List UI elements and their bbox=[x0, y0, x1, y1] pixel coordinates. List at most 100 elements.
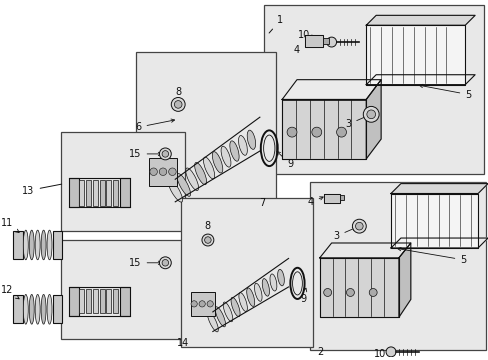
Bar bbox=[79, 289, 84, 313]
Circle shape bbox=[352, 219, 366, 233]
Ellipse shape bbox=[167, 179, 182, 202]
Text: 5: 5 bbox=[397, 247, 466, 265]
Bar bbox=[69, 287, 79, 316]
Ellipse shape bbox=[238, 135, 247, 155]
Ellipse shape bbox=[41, 294, 46, 324]
Text: 4: 4 bbox=[293, 44, 311, 55]
Bar bbox=[106, 289, 111, 313]
Polygon shape bbox=[319, 258, 398, 317]
Circle shape bbox=[336, 127, 346, 137]
Ellipse shape bbox=[231, 297, 240, 317]
Polygon shape bbox=[366, 25, 464, 85]
Text: 14: 14 bbox=[177, 338, 189, 348]
Text: 9: 9 bbox=[276, 152, 293, 169]
Bar bbox=[100, 180, 104, 206]
Polygon shape bbox=[282, 80, 380, 99]
Circle shape bbox=[191, 301, 197, 307]
Circle shape bbox=[366, 110, 375, 119]
Bar bbox=[190, 292, 214, 316]
Polygon shape bbox=[390, 184, 487, 194]
Polygon shape bbox=[398, 243, 410, 317]
Text: 4: 4 bbox=[307, 197, 323, 207]
Text: 15: 15 bbox=[129, 258, 162, 268]
Text: 10: 10 bbox=[373, 349, 385, 359]
Bar bbox=[309, 182, 485, 350]
Bar bbox=[52, 231, 62, 259]
Ellipse shape bbox=[41, 230, 46, 260]
Bar bbox=[181, 198, 312, 347]
Circle shape bbox=[323, 288, 331, 296]
Ellipse shape bbox=[262, 279, 269, 296]
Circle shape bbox=[174, 100, 182, 108]
Polygon shape bbox=[366, 15, 474, 25]
Circle shape bbox=[355, 222, 363, 230]
Circle shape bbox=[159, 148, 171, 160]
Bar bbox=[93, 289, 98, 313]
Ellipse shape bbox=[47, 294, 52, 324]
Text: 8: 8 bbox=[204, 221, 210, 242]
Ellipse shape bbox=[221, 146, 230, 167]
Bar bbox=[52, 296, 62, 323]
Polygon shape bbox=[319, 243, 410, 258]
Ellipse shape bbox=[203, 157, 214, 179]
Circle shape bbox=[204, 237, 211, 243]
Text: 8: 8 bbox=[175, 86, 181, 108]
Ellipse shape bbox=[35, 230, 40, 260]
Bar bbox=[86, 289, 91, 313]
Polygon shape bbox=[323, 194, 339, 203]
Bar bbox=[120, 287, 130, 316]
Ellipse shape bbox=[269, 274, 276, 291]
Circle shape bbox=[162, 260, 168, 266]
Bar bbox=[135, 52, 276, 202]
Ellipse shape bbox=[35, 294, 40, 324]
Circle shape bbox=[159, 168, 166, 175]
Ellipse shape bbox=[223, 302, 232, 322]
Text: 6: 6 bbox=[135, 119, 174, 132]
Ellipse shape bbox=[246, 288, 254, 306]
Bar bbox=[113, 180, 118, 206]
Text: 5: 5 bbox=[419, 84, 470, 99]
Circle shape bbox=[385, 347, 395, 357]
Circle shape bbox=[363, 107, 378, 122]
Polygon shape bbox=[390, 238, 487, 248]
Ellipse shape bbox=[247, 130, 255, 149]
Circle shape bbox=[346, 288, 354, 296]
Ellipse shape bbox=[277, 269, 284, 286]
Text: 3: 3 bbox=[345, 116, 367, 129]
Text: 2: 2 bbox=[316, 347, 323, 357]
Circle shape bbox=[162, 150, 168, 157]
Ellipse shape bbox=[207, 311, 218, 332]
Bar bbox=[120, 178, 130, 207]
Text: 9: 9 bbox=[299, 288, 306, 305]
Bar bbox=[61, 132, 185, 231]
Bar bbox=[69, 178, 79, 207]
Polygon shape bbox=[282, 99, 366, 159]
Circle shape bbox=[311, 127, 321, 137]
Bar bbox=[13, 296, 23, 323]
Text: 3: 3 bbox=[333, 228, 355, 241]
Ellipse shape bbox=[185, 168, 198, 190]
Circle shape bbox=[149, 168, 157, 175]
Circle shape bbox=[326, 37, 336, 47]
Circle shape bbox=[368, 288, 376, 296]
Bar bbox=[264, 5, 483, 174]
Ellipse shape bbox=[254, 283, 262, 301]
Bar bbox=[339, 195, 344, 201]
Bar bbox=[13, 231, 23, 259]
Bar bbox=[86, 180, 91, 206]
Ellipse shape bbox=[194, 162, 206, 185]
Ellipse shape bbox=[215, 307, 225, 327]
Text: 11: 11 bbox=[0, 218, 19, 233]
Circle shape bbox=[202, 234, 213, 246]
Bar bbox=[93, 180, 98, 206]
Bar bbox=[106, 180, 111, 206]
Circle shape bbox=[171, 98, 185, 111]
Polygon shape bbox=[366, 75, 474, 85]
Ellipse shape bbox=[229, 141, 239, 161]
Ellipse shape bbox=[23, 230, 28, 260]
Text: 12: 12 bbox=[0, 284, 19, 299]
Ellipse shape bbox=[177, 174, 190, 196]
Circle shape bbox=[286, 127, 296, 137]
Bar bbox=[322, 38, 328, 44]
Circle shape bbox=[168, 168, 176, 175]
